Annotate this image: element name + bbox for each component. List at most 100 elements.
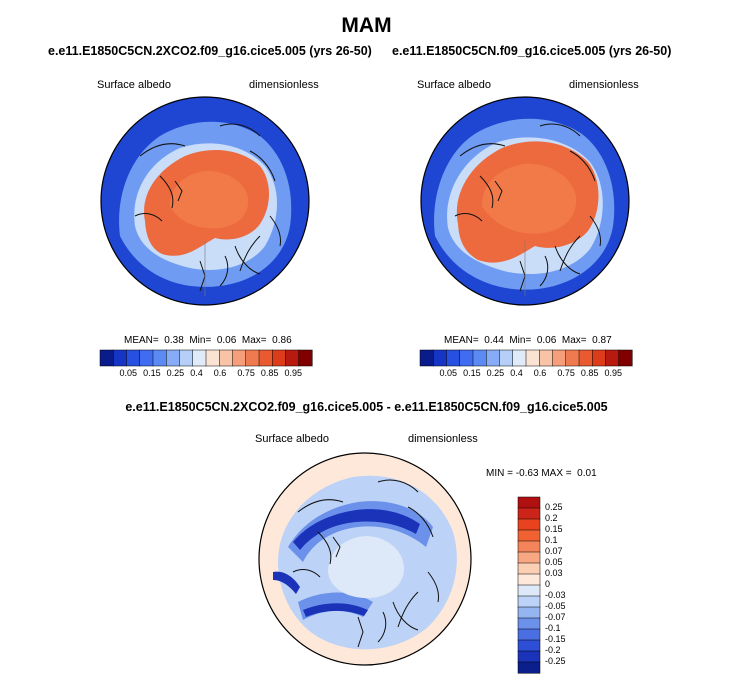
panel-2-variable-label: Surface albedo: [417, 79, 491, 91]
panel-2-colorbar-swatch: [539, 349, 554, 367]
panel-3-coastlines: [292, 479, 439, 648]
panel-1-colorbar-tick-label: 0.05: [119, 368, 138, 378]
panel-1-colorbar-swatch: [258, 349, 273, 367]
panel-2-max: 0.87: [592, 335, 612, 346]
panel-2-min: 0.06: [536, 335, 557, 346]
panel-1-colorbar-swatch: [139, 349, 154, 367]
panel-1-colorbar-tick-label: 0.75: [237, 368, 255, 378]
panel-1-colorbar-swatch: [285, 349, 300, 367]
panel-1-mean: 0.38: [164, 335, 184, 346]
panel-3-colorbar-swatch: [517, 529, 541, 542]
panel-1-colorbar-ticks: 0.05 0.15 0.25 0.4 0.6 0.75 0.85 0.95: [100, 368, 312, 380]
panel-1-min: 0.06: [216, 335, 237, 346]
panel-3-colorbar-tick-label: 0.03: [545, 568, 563, 578]
panel-2-colorbar-swatch: [499, 349, 514, 367]
panel-3-colorbar-tick-label: -0.15: [545, 634, 566, 644]
panel-1-colorbar-tick-label: 0.6: [213, 368, 227, 378]
panel-1-colorbar-swatch: [232, 349, 247, 367]
panel-3-strong-decrease: [273, 509, 420, 617]
panel-2-colorbar-swatch: [512, 349, 527, 367]
panel-1-colorbar-swatch: [192, 349, 207, 367]
panel-1-colorbar-swatch: [126, 349, 141, 367]
panel-3-colorbar-swatch: [517, 507, 541, 520]
panel-2-colorbar-swatch: [446, 349, 461, 367]
panel-3-units-label: dimensionless: [408, 433, 478, 445]
panel-2-colorbar-swatch: [552, 349, 567, 367]
panel-3-stats: MIN = -0.63 MAX = 0.01: [486, 468, 597, 479]
panel-2-stats: MEAN= 0.44 Min= 0.06 Max= 0.87: [444, 335, 612, 346]
panel-1-max: 0.86: [272, 335, 292, 346]
panel-1-colorbar-swatch: [272, 349, 287, 367]
panel-2-colorbar-swatch: [472, 349, 487, 367]
panel-3-colorbar-tick-label: -0.05: [545, 601, 566, 611]
panel-3-colorbar-tick-label: 0.07: [545, 546, 563, 556]
panel-2-title: e.e11.E1850C5CN.f09_g16.cice5.005 (yrs 2…: [392, 44, 672, 58]
panel-3-variable-label: Surface albedo: [255, 433, 329, 445]
panel-1-title: e.e11.E1850C5CN.2XCO2.f09_g16.cice5.005 …: [48, 44, 372, 58]
panel-3-colorbar-swatch: [517, 606, 541, 619]
panel-2-units-label: dimensionless: [569, 79, 639, 91]
panel-2-colorbar-tick-label: 0.6: [533, 368, 547, 378]
panel-1-colorbar: [99, 349, 313, 367]
panel-1-stats: MEAN= 0.38 Min= 0.06 Max= 0.86: [124, 335, 292, 346]
figure-title: MAM: [341, 14, 392, 37]
panel-3-colorbar-tick-label: 0.05: [545, 557, 563, 567]
panel-2-colorbar-tick-label: 0.25: [486, 368, 505, 378]
panel-3-colorbar-swatch: [517, 584, 541, 597]
panel-3-colorbar-tick-label: -0.2: [545, 645, 561, 655]
panel-2-mean: 0.44: [484, 335, 504, 346]
panel-2-colorbar-swatch: [592, 349, 607, 367]
panel-3-colorbar-swatch: [517, 562, 541, 575]
panel-3-colorbar-tick-label: 0.1: [545, 535, 558, 545]
panel-3-colorbar: [517, 496, 541, 674]
panel-3-colorbar-swatch: [517, 617, 541, 630]
panel-1-colorbar-tick-label: 0.4: [190, 368, 203, 378]
panel-3-colorbar-tick-label: -0.25: [545, 656, 566, 666]
panel-3-moderate-decrease: [288, 501, 433, 620]
panel-3-title: e.e11.E1850C5CN.2XCO2.f09_g16.cice5.005 …: [125, 400, 608, 414]
panel-3-colorbar-tick-label: 0: [545, 579, 551, 589]
panel-2-colorbar-tick-label: 0.4: [510, 368, 523, 378]
panel-2-colorbar-swatch: [578, 349, 593, 367]
panel-2-colorbar: [419, 349, 633, 367]
panel-3-colorbar-tick-label: -0.07: [545, 612, 566, 622]
panel-2-colorbar-tick-label: 0.75: [557, 368, 575, 378]
panel-2-colorbar-ticks: 0.05 0.15 0.25 0.4 0.6 0.75 0.85 0.95: [420, 368, 632, 380]
panel-1-colorbar-swatch: [152, 349, 167, 367]
panel-3-colorbar-swatch: [517, 540, 541, 553]
panel-2-colorbar-swatch: [419, 349, 434, 367]
panel-3-colorbar-tick-label: 0.25: [545, 502, 563, 512]
panel-1-colorbar-swatch: [205, 349, 220, 367]
panel-2-colorbar-tick-label: 0.15: [463, 368, 481, 378]
panel-3-colorbar-tick-label: 0.2: [545, 513, 558, 523]
panel-2-colorbar-swatch: [618, 349, 633, 367]
panel-3-colorbar-swatch: [517, 518, 541, 531]
panel-3-min: -0.63: [515, 468, 539, 479]
panel-1-colorbar-swatch: [219, 349, 234, 367]
panel-1-map: [100, 96, 310, 306]
panel-1-colorbar-swatch: [179, 349, 194, 367]
panel-2-colorbar-swatch: [486, 349, 501, 367]
panel-2-colorbar-swatch: [433, 349, 448, 367]
panel-3-colorbar-swatch: [517, 496, 541, 509]
panel-2-colorbar-swatch: [605, 349, 620, 367]
panel-2-map: [420, 96, 630, 306]
panel-3-colorbar-swatch: [517, 573, 541, 586]
panel-3-colorbar-tick-label: 0.15: [545, 524, 563, 534]
panel-1-highest-albedo-core: [170, 170, 249, 229]
panel-2-colorbar-tick-label: 0.85: [580, 368, 599, 378]
panel-1-colorbar-swatch: [113, 349, 128, 367]
panel-2-highest-albedo-core: [482, 163, 577, 234]
panel-1-colorbar-tick-label: 0.85: [260, 368, 279, 378]
panel-1-colorbar-swatch: [166, 349, 181, 367]
panel-2-colorbar-swatch: [565, 349, 580, 367]
panel-2-colorbar-tick-label: 0.05: [439, 368, 458, 378]
panel-3-colorbar-swatch: [517, 639, 541, 652]
panel-3-map: [258, 452, 472, 666]
panel-3-colorbar-ticks: 0.25 0.2 0.15 0.1 0.07 0.05 0.03 0 -0.03 -0.05 -0.…: [545, 497, 585, 673]
panel-3-central-light-area: [328, 536, 405, 599]
panel-2-colorbar-tick-label: 0.95: [604, 368, 622, 378]
panel-3-max: 0.01: [577, 468, 597, 479]
panel-1-colorbar-tick-label: 0.15: [143, 368, 161, 378]
panel-1-colorbar-tick-label: 0.25: [166, 368, 185, 378]
